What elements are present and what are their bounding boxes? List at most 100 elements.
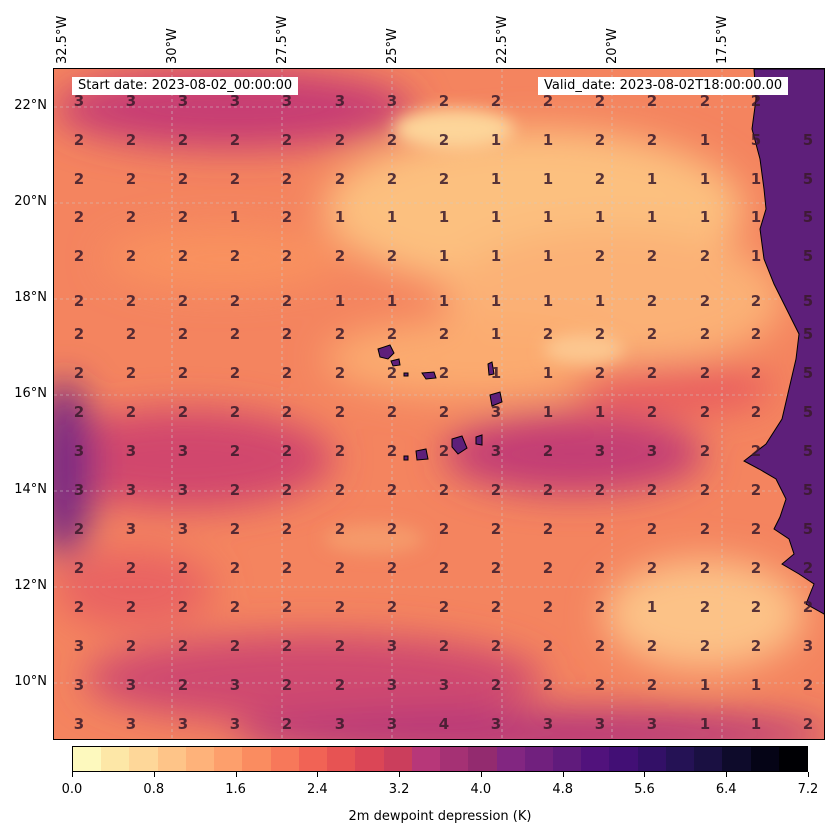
colorbar-tick-label: 7.2 xyxy=(797,782,819,797)
grid-value: 3 xyxy=(491,442,501,460)
grid-value: 2 xyxy=(74,131,84,149)
colorbar-tick-mark xyxy=(726,772,728,777)
grid-value: 2 xyxy=(126,598,136,616)
colorbar-segment xyxy=(722,747,751,771)
grid-value: 3 xyxy=(126,676,136,694)
grid-value: 2 xyxy=(543,598,553,616)
lon-label: 32.5°W xyxy=(55,15,70,64)
grid-value: 1 xyxy=(491,208,501,226)
lon-label: 22.5°W xyxy=(495,15,510,64)
grid-value: 2 xyxy=(700,637,710,655)
grid-value: 3 xyxy=(126,520,136,538)
grid-value: 2 xyxy=(543,559,553,577)
grid-value: 2 xyxy=(335,637,345,655)
grid-value: 3 xyxy=(543,715,553,733)
grid-value: 2 xyxy=(700,325,710,343)
colorbar-segment xyxy=(581,747,610,771)
grid-value: 2 xyxy=(387,131,397,149)
grid-value: 2 xyxy=(803,676,813,694)
grid-value: 2 xyxy=(439,442,449,460)
grid-value: 2 xyxy=(74,292,84,310)
grid-value: 2 xyxy=(230,559,240,577)
grid-value: 2 xyxy=(700,481,710,499)
colorbar-segment xyxy=(609,747,638,771)
grid-value: 2 xyxy=(387,598,397,616)
grid-value: 2 xyxy=(700,598,710,616)
colorbar xyxy=(72,746,808,772)
grid-value: 2 xyxy=(700,247,710,265)
grid-value: 1 xyxy=(491,325,501,343)
grid-value-labels: 3 3 3 3 3 3 3 2 2 2 2 2 2 2 2 2 2 2 2 2 2 2 1 1 2 2 1 5 5 2 2 2 2 2 2 2 2 1 1 2… xyxy=(74,92,813,733)
colorbar-tick-label: 1.6 xyxy=(225,782,246,797)
grid-value: 2 xyxy=(230,325,240,343)
grid-value: 2 xyxy=(230,598,240,616)
colorbar-segment xyxy=(157,747,186,771)
grid-value: 2 xyxy=(387,520,397,538)
grid-value: 2 xyxy=(595,481,605,499)
grid-value: 3 xyxy=(595,442,605,460)
grid-value: 2 xyxy=(387,325,397,343)
grid-value: 1 xyxy=(700,170,710,188)
grid-value: 1 xyxy=(751,676,761,694)
grid-value: 5 xyxy=(803,131,813,149)
grid-value: 2 xyxy=(230,442,240,460)
grid-value: 2 xyxy=(335,481,345,499)
grid-value: 2 xyxy=(178,131,188,149)
grid-value: 5 xyxy=(803,481,813,499)
grid-value: 3 xyxy=(74,442,84,460)
grid-value: 2 xyxy=(335,131,345,149)
colorbar-segment xyxy=(524,747,553,771)
colorbar-segment xyxy=(242,747,271,771)
colorbar-tick-mark xyxy=(317,772,319,777)
lat-label: 20°N xyxy=(14,194,47,209)
grid-value: 2 xyxy=(647,559,657,577)
grid-value: 1 xyxy=(439,247,449,265)
grid-value: 3 xyxy=(178,442,188,460)
grid-value: 1 xyxy=(491,292,501,310)
grid-value: 2 xyxy=(178,403,188,421)
grid-value: 2 xyxy=(751,403,761,421)
grid-value: 2 xyxy=(647,325,657,343)
cape-verde-islands xyxy=(377,344,503,461)
grid-value: 1 xyxy=(543,364,553,382)
start-date-label: Start date: 2023-08-02_00:00:00 xyxy=(72,77,299,95)
grid-value: 3 xyxy=(595,715,605,733)
grid-value: 2 xyxy=(595,364,605,382)
grid-value: 2 xyxy=(595,92,605,110)
grid-value: 2 xyxy=(230,481,240,499)
grid-value: 2 xyxy=(751,364,761,382)
grid-value: 1 xyxy=(700,715,710,733)
grid-value: 1 xyxy=(387,292,397,310)
lon-label: 27.5°W xyxy=(275,15,290,64)
grid-value: 2 xyxy=(335,325,345,343)
grid-value: 2 xyxy=(178,325,188,343)
grid-value: 2 xyxy=(282,247,292,265)
grid-value: 2 xyxy=(178,598,188,616)
grid-value: 3 xyxy=(387,92,397,110)
grid-value: 2 xyxy=(74,403,84,421)
grid-value: 1 xyxy=(751,208,761,226)
colorbar-segment xyxy=(665,747,695,771)
lon-label: 20°W xyxy=(605,28,620,64)
grid-value: 2 xyxy=(387,442,397,460)
grid-value: 2 xyxy=(387,559,397,577)
grid-value: 2 xyxy=(126,403,136,421)
grid-value: 1 xyxy=(647,208,657,226)
grid-value: 1 xyxy=(647,598,657,616)
grid-value: 2 xyxy=(282,598,292,616)
grid-value: 2 xyxy=(491,520,501,538)
grid-value: 2 xyxy=(439,520,449,538)
grid-value: 2 xyxy=(700,292,710,310)
grid-value: 2 xyxy=(439,637,449,655)
grid-value: 2 xyxy=(126,364,136,382)
grid-value: 2 xyxy=(74,170,84,188)
grid-value: 1 xyxy=(647,170,657,188)
lat-label: 22°N xyxy=(14,98,47,113)
colorbar-segment xyxy=(694,747,723,771)
grid-value: 2 xyxy=(282,559,292,577)
grid-value: 3 xyxy=(230,676,240,694)
grid-value: 2 xyxy=(491,676,501,694)
grid-value: 2 xyxy=(439,403,449,421)
lon-label: 30°W xyxy=(165,28,180,64)
grid-value: 2 xyxy=(387,170,397,188)
